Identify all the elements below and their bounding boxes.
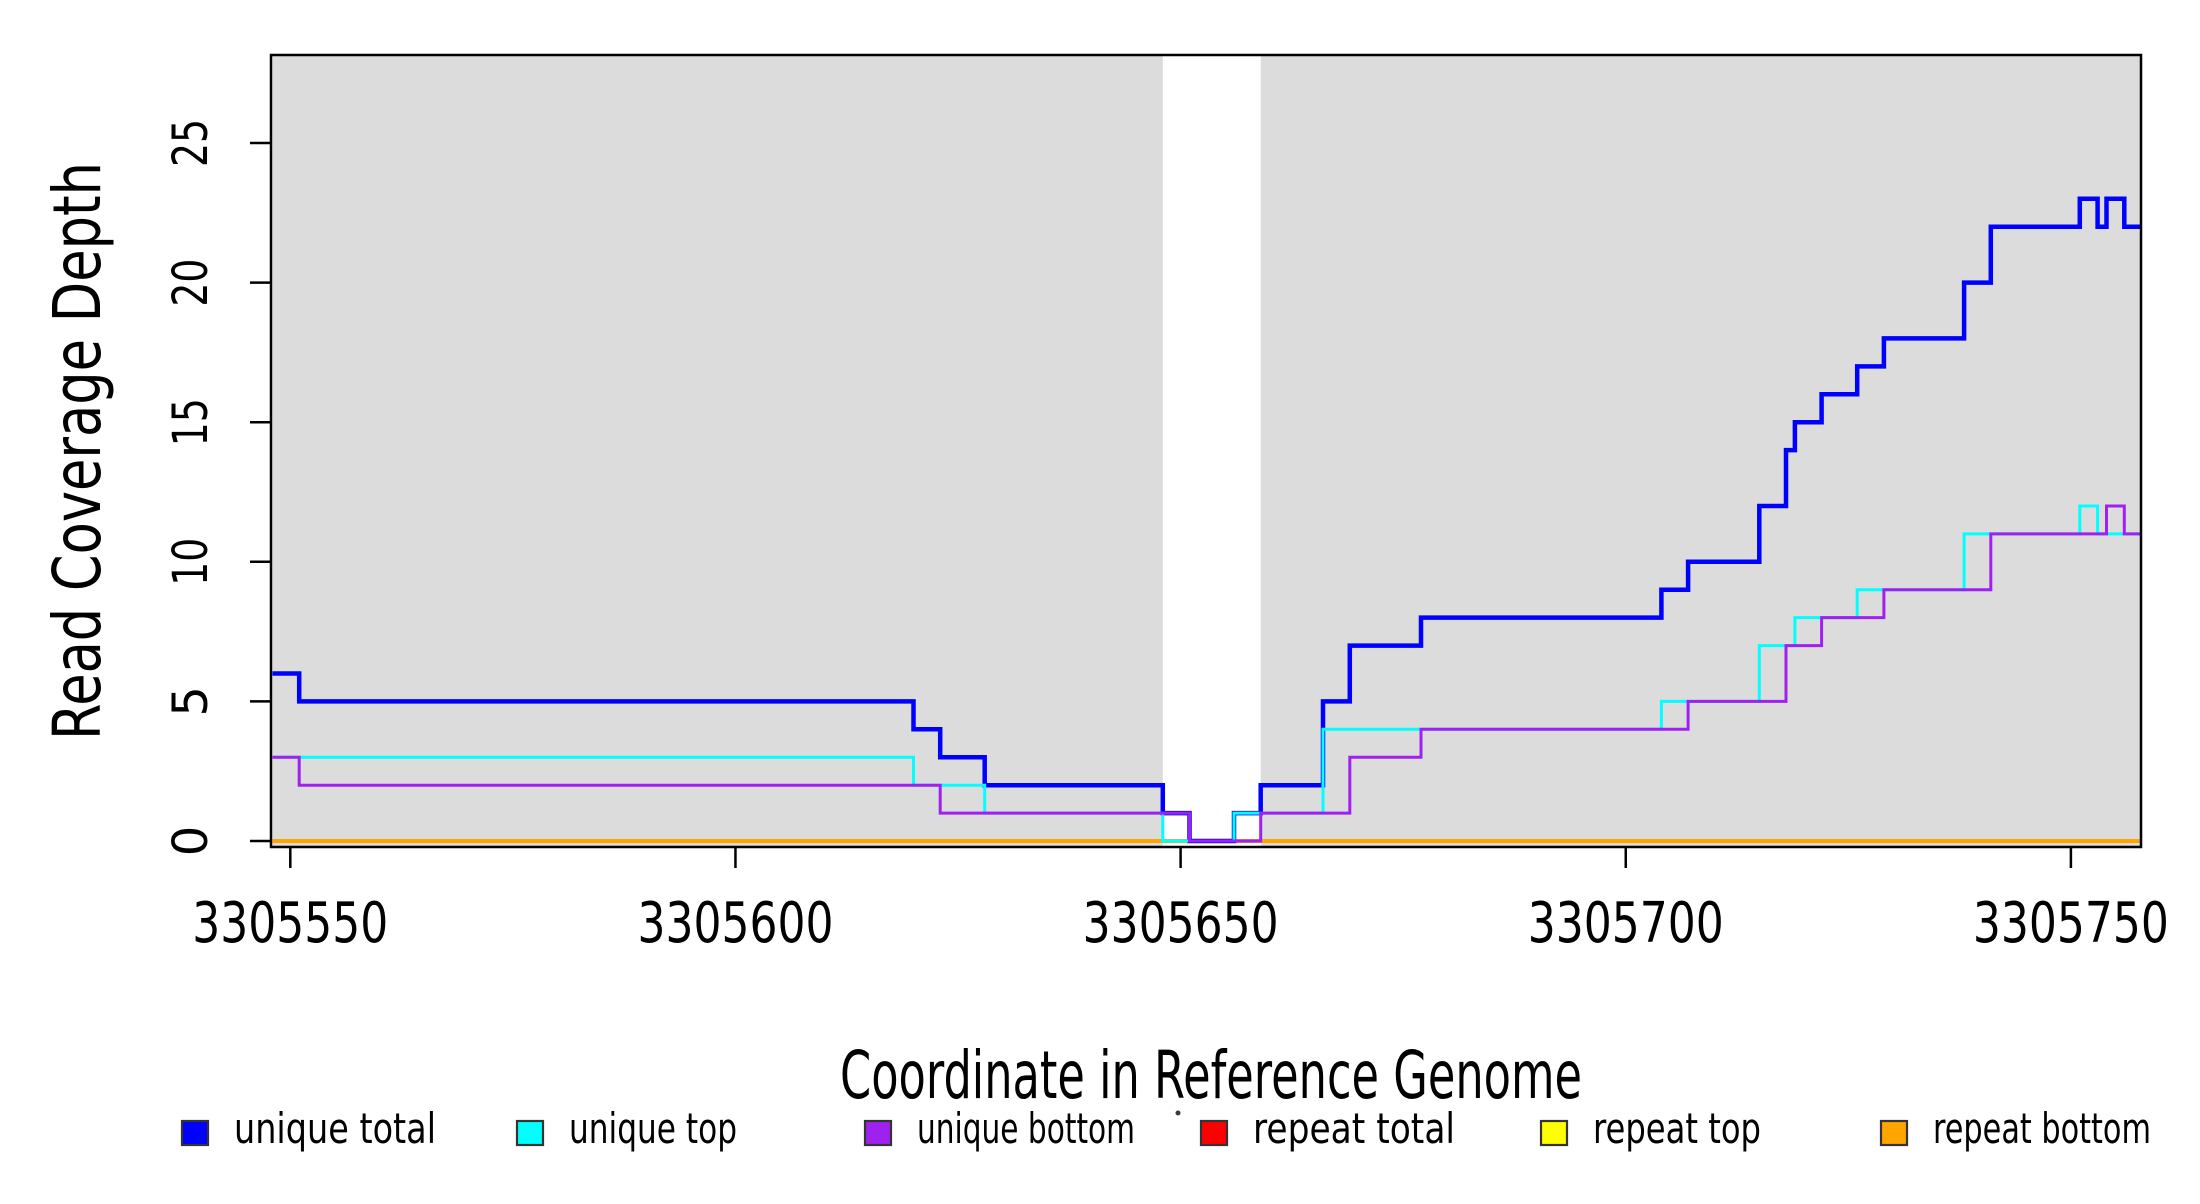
y-axis-title: Read Coverage Depth (39, 162, 116, 740)
x-tick-label: 3305700 (1528, 891, 1724, 956)
x-tick-label: 3305650 (1083, 891, 1279, 956)
y-tick-label: 25 (163, 119, 219, 167)
series-line-unique-total (272, 196, 2141, 844)
y-tick-label: 10 (163, 538, 219, 586)
x-tick-label: 3305550 (192, 891, 388, 956)
x-tick-label: 3305600 (637, 891, 833, 956)
legend-label: unique total (234, 1104, 436, 1153)
legend-label: repeat total (1253, 1104, 1455, 1153)
legend-swatch-unique-total (180, 1119, 210, 1147)
legend-label: unique top (569, 1104, 737, 1153)
legend-label: repeat top (1593, 1104, 1761, 1153)
y-tick-label: 20 (163, 259, 219, 307)
legend-swatch-repeat-top (1539, 1119, 1569, 1147)
y-tick-label: 15 (163, 398, 219, 446)
legend-swatch-repeat-bottom (1879, 1119, 1909, 1147)
x-tick-label: 3305750 (1973, 891, 2169, 956)
legend-artifact-dot (1175, 1110, 1181, 1116)
legend-label: unique bottom (917, 1104, 1135, 1153)
x-axis-title: Coordinate in Reference Genome (840, 1037, 1582, 1114)
legend-swatch-unique-top (515, 1119, 545, 1147)
background-band-0 (272, 55, 1163, 847)
y-axis: 0 5 10 15 20 25 (163, 119, 271, 856)
plot-box-border (269, 53, 2143, 849)
legend: unique total unique top unique bottom repea… (180, 1104, 2151, 1153)
y-tick-label: 5 (163, 686, 219, 717)
y-tick-label: 0 (163, 826, 219, 857)
x-axis: 3305550 3305600 3305650 3305700 3305750 (192, 847, 2169, 956)
background-band-1 (1260, 55, 2143, 847)
series-lines (272, 196, 2141, 844)
legend-label: repeat bottom (1933, 1104, 2151, 1153)
legend-swatch-repeat-total (1199, 1119, 1229, 1147)
series-line-unique-bottom (272, 504, 2141, 843)
legend-swatch-unique-bottom (863, 1119, 893, 1147)
